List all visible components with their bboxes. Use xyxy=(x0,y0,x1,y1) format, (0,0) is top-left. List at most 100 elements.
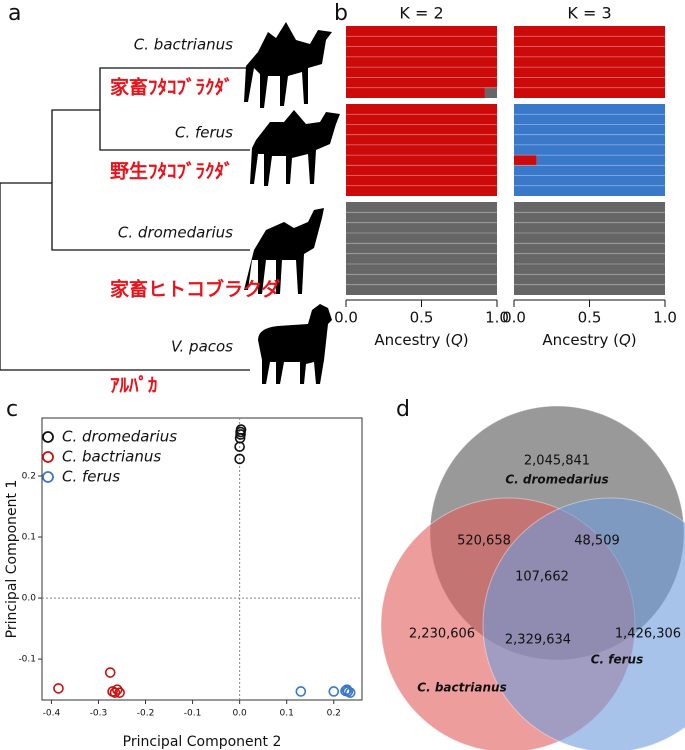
data-point xyxy=(344,687,356,698)
camel-icon xyxy=(244,22,332,108)
ancestry-segment xyxy=(514,222,665,233)
data-point xyxy=(295,686,307,697)
ancestry-segment xyxy=(346,284,497,295)
x-tick-label: -0.3 xyxy=(90,709,108,719)
ancestry-segment xyxy=(514,134,665,145)
ancestry-segment xyxy=(346,264,497,275)
venn-set-name: C. bactrianus xyxy=(417,681,506,695)
legend-marker xyxy=(42,431,54,443)
data-point xyxy=(235,424,247,435)
panel-label: a xyxy=(8,1,21,26)
ancestry-segment xyxy=(514,274,665,285)
ancestry-segment xyxy=(514,175,665,186)
y-tick-label: 0.2 xyxy=(22,471,36,481)
data-point xyxy=(341,684,353,695)
x-tick-label: 0.0 xyxy=(502,309,526,327)
ancestry-segment xyxy=(514,26,665,37)
data-point xyxy=(109,687,121,698)
venn-count: 48,509 xyxy=(574,534,620,549)
x-axis-label-part: Q xyxy=(619,331,631,349)
ancestry-segment xyxy=(514,144,665,156)
ancestry-segment xyxy=(514,165,665,176)
x-tick-label: -0.4 xyxy=(43,709,61,719)
structure-title: K = 3 xyxy=(567,4,611,23)
x-tick-label: 0.0 xyxy=(334,309,358,327)
ancestry-segment xyxy=(514,56,665,68)
x-tick-label: -0.2 xyxy=(137,709,155,719)
venn-set xyxy=(482,497,685,750)
y-tick-label: 0.0 xyxy=(22,594,37,604)
ancestry-segment xyxy=(346,77,497,88)
x-tick-label: -0.1 xyxy=(184,709,202,719)
x-axis-label: Ancestry (Q) xyxy=(374,331,468,349)
ancestry-segment xyxy=(514,114,665,125)
silhouettes xyxy=(244,22,340,384)
legend-marker xyxy=(42,471,54,483)
venn-count: 2,230,606 xyxy=(409,627,475,642)
data-point xyxy=(328,686,340,697)
x-axis-label-part: ) xyxy=(631,331,637,349)
ancestry-segment xyxy=(346,253,497,264)
ancestry-segment xyxy=(346,124,497,135)
ancestry-segment xyxy=(346,243,497,254)
ancestry-segment xyxy=(346,46,497,57)
taxon-japanese: 家畜ヒトコブラクダ xyxy=(110,278,280,301)
venn-set-name: C. ferus xyxy=(591,653,644,667)
taxon-name: C. ferus xyxy=(175,124,233,142)
ancestry-segment xyxy=(346,175,497,186)
ancestry-segment xyxy=(346,202,497,213)
ancestry-segment xyxy=(346,212,497,223)
ancestry-segment xyxy=(514,155,537,166)
x-tick-label: 0.5 xyxy=(410,309,434,327)
ancestry-segment xyxy=(346,274,497,285)
ancestry-segment xyxy=(346,144,497,156)
x-tick-label: 0.5 xyxy=(578,309,602,327)
taxon-japanese: 野生ﾌﾀｺﾌﾞﾗｸﾀﾞ xyxy=(110,160,234,183)
taxon-name: C. bactrianus xyxy=(134,36,233,54)
ancestry-segment xyxy=(514,284,665,295)
ancestry-segment xyxy=(346,185,497,196)
x-axis-label-part: Q xyxy=(451,331,463,349)
x-axis-label: Principal Component 2 xyxy=(123,734,282,750)
ancestry-segment xyxy=(514,233,665,244)
ancestry-segment xyxy=(514,212,665,223)
venn-count: 107,662 xyxy=(515,570,569,585)
ancestry-segment xyxy=(346,36,497,47)
venn-set-name: C. dromedarius xyxy=(505,473,608,487)
data-point xyxy=(114,687,125,698)
ancestry-segment xyxy=(484,87,497,98)
x-axis-label: Ancestry (Q) xyxy=(542,331,636,349)
venn-count: 1,426,306 xyxy=(615,627,681,642)
x-tick-label: 1.0 xyxy=(653,309,677,327)
ancestry-segment xyxy=(346,222,497,233)
ancestry-segment xyxy=(346,114,497,125)
x-tick-label: 0.2 xyxy=(327,709,341,719)
taxon-japanese: ｱﾙﾊﾟｶ xyxy=(110,374,158,397)
data-point xyxy=(234,453,245,465)
x-tick-label: 1.0 xyxy=(485,309,509,327)
ancestry-segment xyxy=(514,87,665,98)
legend-label: C. dromedarius xyxy=(62,428,177,446)
venn-count: 520,658 xyxy=(457,534,511,549)
ancestry-segment xyxy=(514,46,665,57)
camel-icon xyxy=(250,110,340,186)
ancestry-segment xyxy=(514,202,665,213)
ancestry-segment xyxy=(346,56,497,68)
legend-label: C. ferus xyxy=(62,468,120,486)
camel-icon xyxy=(244,208,324,294)
ancestry-segment xyxy=(514,124,665,135)
panel-label: c xyxy=(6,397,18,422)
ancestry-segment xyxy=(514,36,665,47)
venn-count: 2,329,634 xyxy=(505,633,571,648)
legend-label: C. bactrianus xyxy=(62,448,161,466)
ancestry-segment xyxy=(346,67,497,78)
taxon-japanese: 家畜ﾌﾀｺﾌﾞﾗｸﾀﾞ xyxy=(110,76,234,99)
ancestry-segment xyxy=(514,104,665,115)
taxon-name: C. dromedarius xyxy=(118,224,233,242)
ancestry-segment xyxy=(346,233,497,244)
ancestry-segment xyxy=(346,134,497,145)
ancestry-segment xyxy=(514,67,665,78)
ancestry-segment xyxy=(346,155,497,166)
x-axis-label-part: Ancestry ( xyxy=(542,331,619,349)
